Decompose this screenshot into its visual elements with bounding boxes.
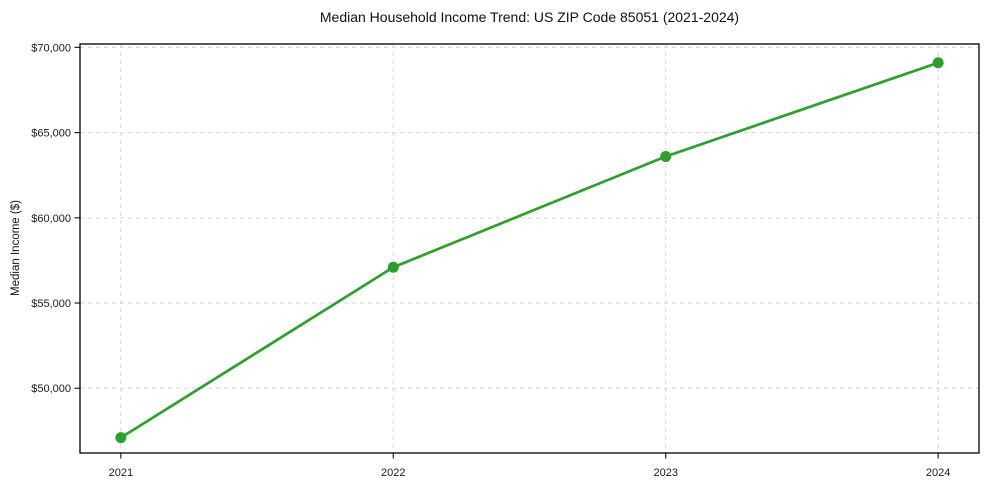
x-tick-label: 2024: [926, 467, 950, 479]
y-tick-label: $60,000: [31, 213, 71, 225]
y-tick-label: $65,000: [31, 128, 71, 140]
x-tick-label: 2022: [381, 467, 405, 479]
plot-border: [79, 43, 980, 454]
y-tick-label: $55,000: [31, 298, 71, 310]
data-point-2021: [115, 432, 127, 444]
y-tick-label: $70,000: [31, 42, 71, 54]
income-trend-line: [119, 61, 940, 440]
x-tick-label: 2021: [109, 467, 133, 479]
y-tick-label: $50,000: [31, 383, 71, 395]
data-point-2023: [660, 150, 672, 162]
data-point-2022: [387, 261, 399, 273]
chart-title: Median Household Income Trend: US ZIP Co…: [319, 9, 740, 25]
x-tick-label: 2023: [653, 467, 677, 479]
data-point-2024: [932, 57, 944, 69]
